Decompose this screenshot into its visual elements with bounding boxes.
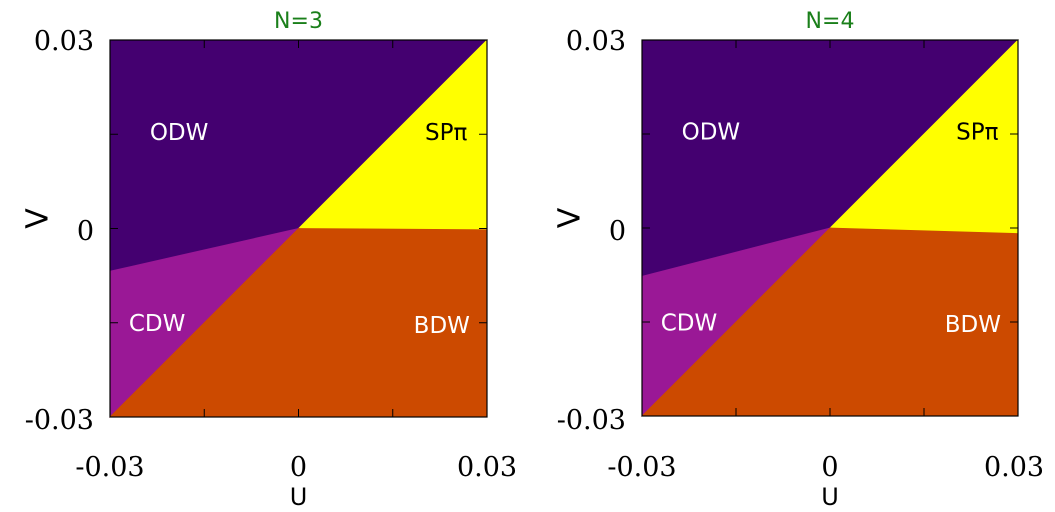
x-tick-label-left: -0.03	[607, 452, 676, 483]
y-tick-label-zero: 0	[609, 216, 626, 247]
phase-label-sp: SPπ	[425, 120, 467, 146]
phase-regions	[641, 39, 1019, 417]
tick-marks	[110, 40, 487, 417]
phase-label-bdw: BDW	[945, 312, 1001, 338]
x-tick-label-zero: 0	[290, 452, 307, 483]
phase-regions	[109, 39, 488, 418]
y-tick-label-bottom: -0.03	[25, 405, 94, 436]
y-axis-label: V	[553, 207, 588, 228]
x-tick-label-left: -0.03	[75, 452, 144, 483]
y-tick-label-top: 0.03	[566, 26, 626, 57]
phase-label-odw: ODW	[682, 120, 741, 146]
tick-marks	[642, 40, 1018, 416]
phase-diagram-panel-n3: ODW SPπ CDW BDW N=3 0.03 0 -0.03 -0.03 0 0.…	[21, 9, 518, 511]
phase-label-bdw: BDW	[414, 313, 470, 339]
phase-label-odw: ODW	[150, 120, 209, 146]
x-tick-label-right: 0.03	[457, 452, 517, 483]
phase-diagram-panel-n4: ODW SPπ CDW BDW N=4 0.03 0 -0.03 -0.03 0 0.…	[553, 9, 1045, 511]
y-tick-label-top: 0.03	[34, 26, 94, 57]
phase-label-sp: SPπ	[956, 120, 998, 146]
phase-labels: ODW SPπ CDW BDW	[129, 120, 470, 339]
chart-title: N=4	[806, 9, 855, 34]
x-axis-label: U	[821, 483, 839, 511]
x-axis-label: U	[290, 483, 308, 511]
y-tick-label-bottom: -0.03	[557, 405, 626, 436]
phase-labels: ODW SPπ CDW BDW	[661, 120, 1001, 338]
x-tick-label-zero: 0	[821, 452, 838, 483]
phase-label-cdw: CDW	[661, 310, 718, 336]
y-tick-label-zero: 0	[77, 216, 94, 247]
x-tick-label-right: 0.03	[984, 452, 1044, 483]
phase-label-cdw: CDW	[129, 311, 186, 337]
y-axis-label: V	[21, 208, 56, 229]
chart-title: N=3	[274, 9, 323, 34]
